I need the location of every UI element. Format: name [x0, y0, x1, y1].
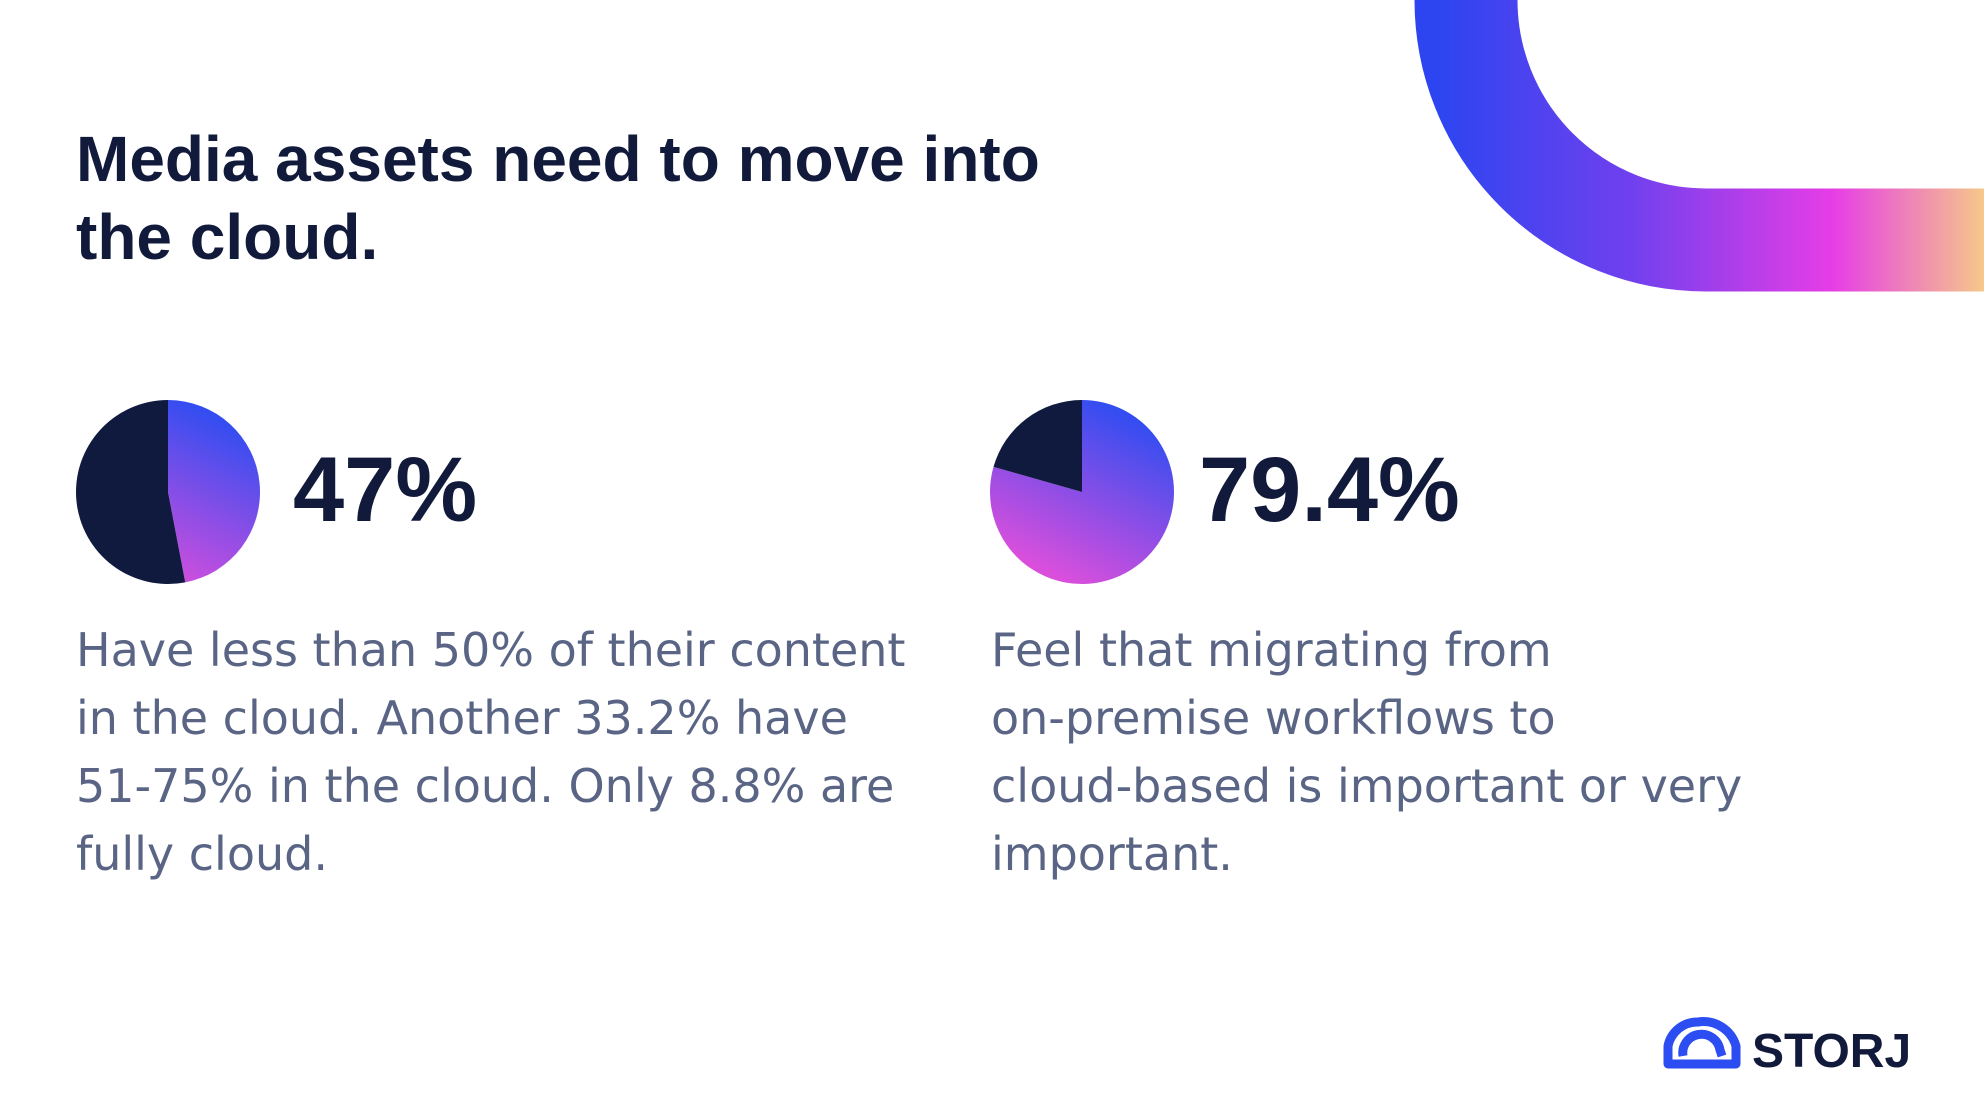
description-line: on-premise workflows to — [991, 691, 1556, 745]
headline-stat: 47% — [293, 439, 477, 541]
description-line: Have less than 50% of their content — [76, 623, 905, 677]
logo: STORJ — [1663, 1017, 1911, 1078]
title-line: the cloud. — [76, 201, 378, 273]
title-line: Media assets need to move into — [76, 123, 1040, 195]
description-line: in the cloud. Another 33.2% have — [76, 691, 848, 745]
pie-slice — [76, 400, 186, 584]
description-line: Feel that migrating from — [991, 623, 1552, 677]
decorative-arc — [1414, 0, 1984, 292]
description-line: 51-75% in the cloud. Only 8.8% are — [76, 759, 894, 813]
headline-stat: 79.4% — [1199, 439, 1460, 541]
description-line: important. — [991, 827, 1233, 881]
logo-icon — [1663, 1017, 1741, 1069]
pie-slice — [993, 400, 1082, 492]
pie-slice — [990, 400, 1175, 584]
pie-slice — [168, 400, 261, 583]
logo-text: STORJ — [1752, 1025, 1911, 1078]
description-line: cloud-based is important or very — [991, 759, 1742, 813]
description-line: fully cloud. — [76, 827, 328, 881]
